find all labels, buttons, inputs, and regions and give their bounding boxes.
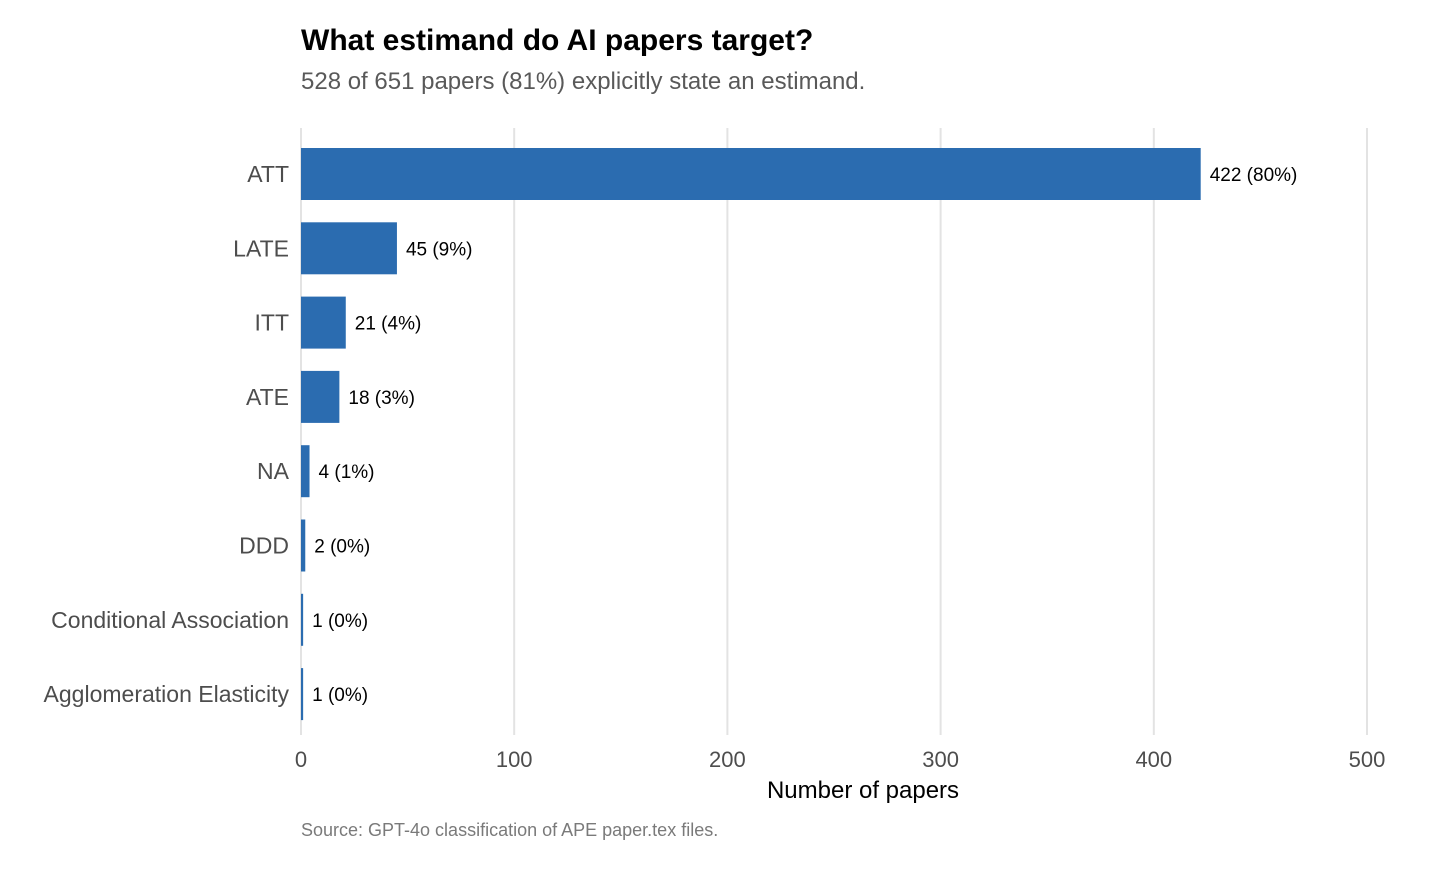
gridlines bbox=[300, 128, 1368, 735]
bar-itt bbox=[301, 296, 346, 349]
y-tick-label: Conditional Association bbox=[51, 607, 289, 633]
x-tick-label: 100 bbox=[496, 747, 533, 772]
bar-att bbox=[301, 148, 1201, 200]
bar-ddd bbox=[301, 519, 306, 572]
x-axis-ticks: 0 100 200 300 400 500 bbox=[295, 747, 1385, 772]
x-tick-label: 0 bbox=[295, 747, 307, 772]
bar-data-label: 422 (80%) bbox=[1210, 165, 1298, 186]
chart-caption: Source: GPT-4o classification of APE pap… bbox=[301, 820, 719, 840]
y-tick-label: ATE bbox=[246, 384, 289, 410]
y-tick-label: Agglomeration Elasticity bbox=[44, 681, 290, 707]
bar-ate bbox=[301, 370, 340, 423]
y-tick-label: ATT bbox=[247, 161, 289, 187]
bar-conditional-association bbox=[301, 593, 304, 646]
bar-data-label: 2 (0%) bbox=[314, 537, 370, 558]
data-labels: 422 (80%) 45 (9%) 21 (4%) 18 (3%) 4 (1%) 2 (0… bbox=[312, 165, 1297, 706]
bar-late bbox=[301, 222, 397, 275]
bar-data-label: 4 (1%) bbox=[319, 462, 375, 483]
bar-data-label: 1 (0%) bbox=[312, 685, 368, 706]
bar-agglomeration-elasticity bbox=[301, 668, 304, 721]
x-tick-label: 400 bbox=[1135, 747, 1172, 772]
bar-data-label: 1 (0%) bbox=[312, 611, 368, 632]
x-axis-title: Number of papers bbox=[767, 777, 959, 804]
bar-na bbox=[301, 445, 310, 498]
y-tick-label: ITT bbox=[255, 310, 290, 336]
x-tick-label: 300 bbox=[922, 747, 959, 772]
chart-subtitle: 528 of 651 papers (81%) explicitly state… bbox=[301, 68, 866, 95]
bar-data-label: 45 (9%) bbox=[406, 239, 473, 260]
y-axis-ticks: ATT LATE ITT ATE NA DDD Conditional Associatio… bbox=[44, 161, 290, 707]
y-tick-label: NA bbox=[257, 458, 290, 484]
y-tick-label: DDD bbox=[239, 533, 289, 559]
y-tick-label: LATE bbox=[233, 235, 289, 261]
bar-data-label: 21 (4%) bbox=[355, 314, 422, 335]
bar-data-label: 18 (3%) bbox=[348, 388, 415, 409]
x-tick-label: 200 bbox=[709, 747, 746, 772]
x-tick-label: 500 bbox=[1349, 747, 1386, 772]
bars bbox=[301, 148, 1201, 721]
chart-title: What estimand do AI papers target? bbox=[301, 24, 814, 57]
